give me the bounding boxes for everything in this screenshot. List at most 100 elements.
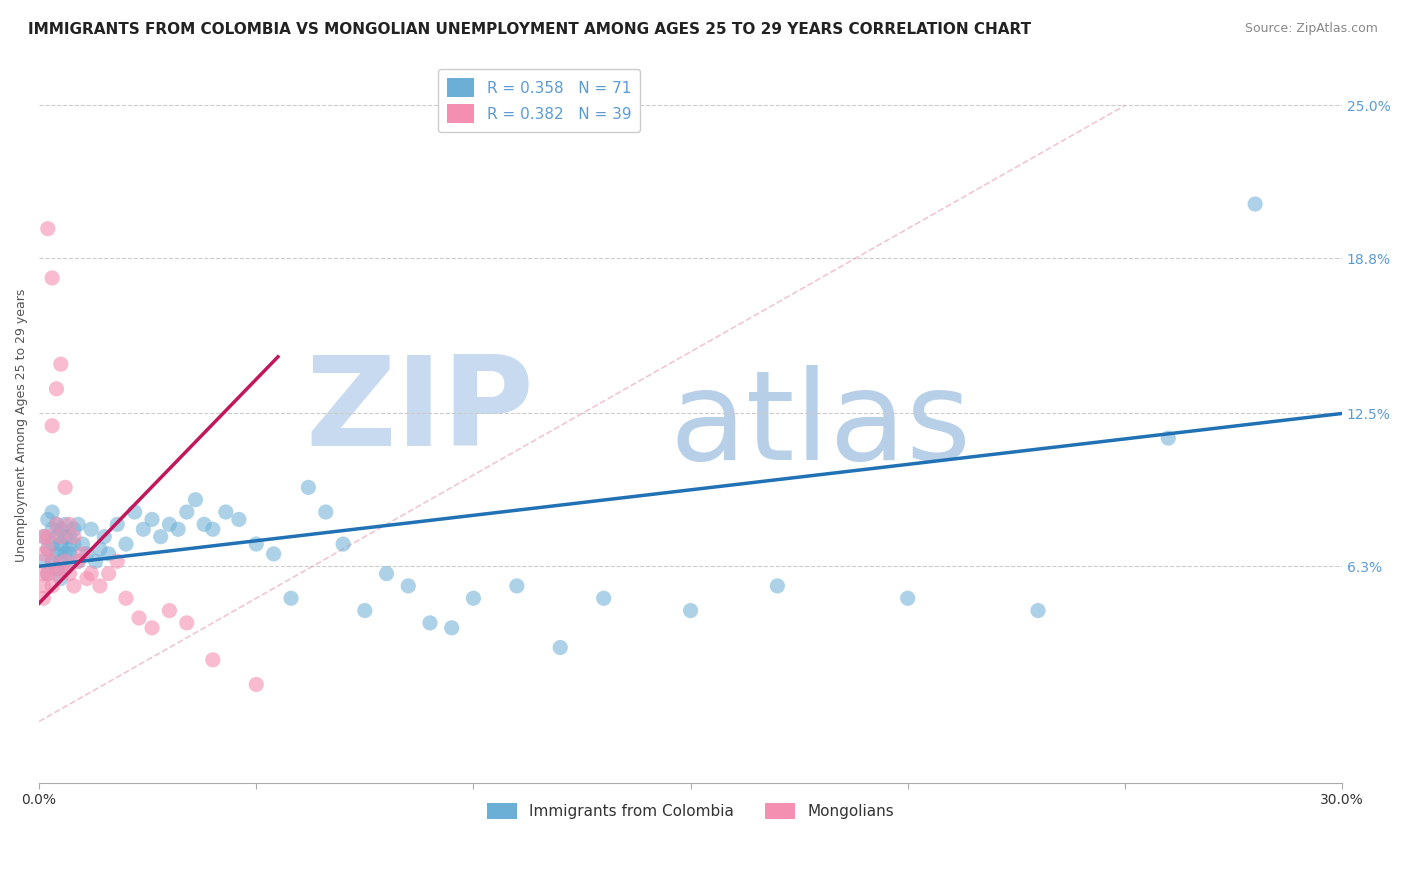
Point [72, 537, 94, 551]
Point [176, 615, 198, 630]
Point [58, 541, 80, 556]
Point [1244, 197, 1267, 211]
Point [215, 505, 238, 519]
Point [58, 547, 80, 561]
Point [63, 522, 86, 536]
Point [419, 615, 441, 630]
Text: Source: ZipAtlas.com: Source: ZipAtlas.com [1244, 22, 1378, 36]
Point [37, 566, 59, 581]
Point [49, 522, 72, 536]
Point [41, 522, 63, 536]
Legend: Immigrants from Colombia, Mongolians: Immigrants from Colombia, Mongolians [481, 797, 900, 825]
Point [84, 554, 107, 568]
Point [49, 357, 72, 371]
Point [49, 541, 72, 556]
Point [45, 382, 67, 396]
Point [32, 591, 55, 606]
Point [53, 517, 76, 532]
Point [53, 562, 76, 576]
Point [105, 517, 128, 532]
Point [45, 530, 67, 544]
Point [37, 541, 59, 556]
Point [141, 621, 163, 635]
Point [49, 572, 72, 586]
Point [766, 579, 789, 593]
Point [41, 537, 63, 551]
Point [375, 566, 398, 581]
Point [124, 505, 146, 519]
Point [32, 530, 55, 544]
Point [548, 640, 571, 655]
Point [201, 653, 224, 667]
Point [49, 562, 72, 576]
Point [167, 522, 190, 536]
Text: atlas: atlas [669, 366, 972, 486]
Point [32, 547, 55, 561]
Point [37, 530, 59, 544]
Point [201, 522, 224, 536]
Point [193, 517, 215, 532]
Point [63, 530, 86, 544]
Point [67, 554, 90, 568]
Point [58, 566, 80, 581]
Point [353, 603, 375, 617]
Point [297, 480, 319, 494]
Point [49, 537, 72, 551]
Point [463, 591, 485, 606]
Point [141, 512, 163, 526]
Point [32, 554, 55, 568]
Text: ZIP: ZIP [305, 351, 534, 472]
Point [245, 537, 267, 551]
Point [37, 566, 59, 581]
Point [58, 517, 80, 532]
Point [93, 530, 115, 544]
Point [184, 492, 207, 507]
Point [157, 603, 180, 617]
Point [49, 530, 72, 544]
Point [37, 541, 59, 556]
Point [176, 505, 198, 519]
Point [41, 579, 63, 593]
Point [32, 579, 55, 593]
Point [76, 547, 98, 561]
Point [45, 562, 67, 576]
Point [149, 530, 172, 544]
Point [280, 591, 302, 606]
Point [89, 579, 111, 593]
Point [49, 554, 72, 568]
Point [41, 271, 63, 285]
Point [32, 530, 55, 544]
Point [76, 572, 98, 586]
Point [396, 579, 419, 593]
Point [115, 591, 138, 606]
Point [63, 537, 86, 551]
Point [115, 537, 138, 551]
Point [67, 554, 90, 568]
Point [41, 554, 63, 568]
Point [32, 566, 55, 581]
Point [157, 517, 180, 532]
Point [37, 512, 59, 526]
Point [1157, 431, 1180, 445]
Point [592, 591, 614, 606]
Point [45, 547, 67, 561]
Point [53, 554, 76, 568]
Point [228, 512, 250, 526]
Point [105, 554, 128, 568]
Point [41, 554, 63, 568]
Point [263, 547, 285, 561]
Point [506, 579, 529, 593]
Y-axis label: Unemployment Among Ages 25 to 29 years: Unemployment Among Ages 25 to 29 years [15, 289, 28, 563]
Point [72, 547, 94, 561]
Point [97, 547, 120, 561]
Point [89, 541, 111, 556]
Point [245, 677, 267, 691]
Point [132, 522, 155, 536]
Point [58, 530, 80, 544]
Point [1026, 603, 1049, 617]
Point [63, 579, 86, 593]
Point [67, 517, 90, 532]
Point [45, 517, 67, 532]
Point [53, 547, 76, 561]
Point [45, 517, 67, 532]
